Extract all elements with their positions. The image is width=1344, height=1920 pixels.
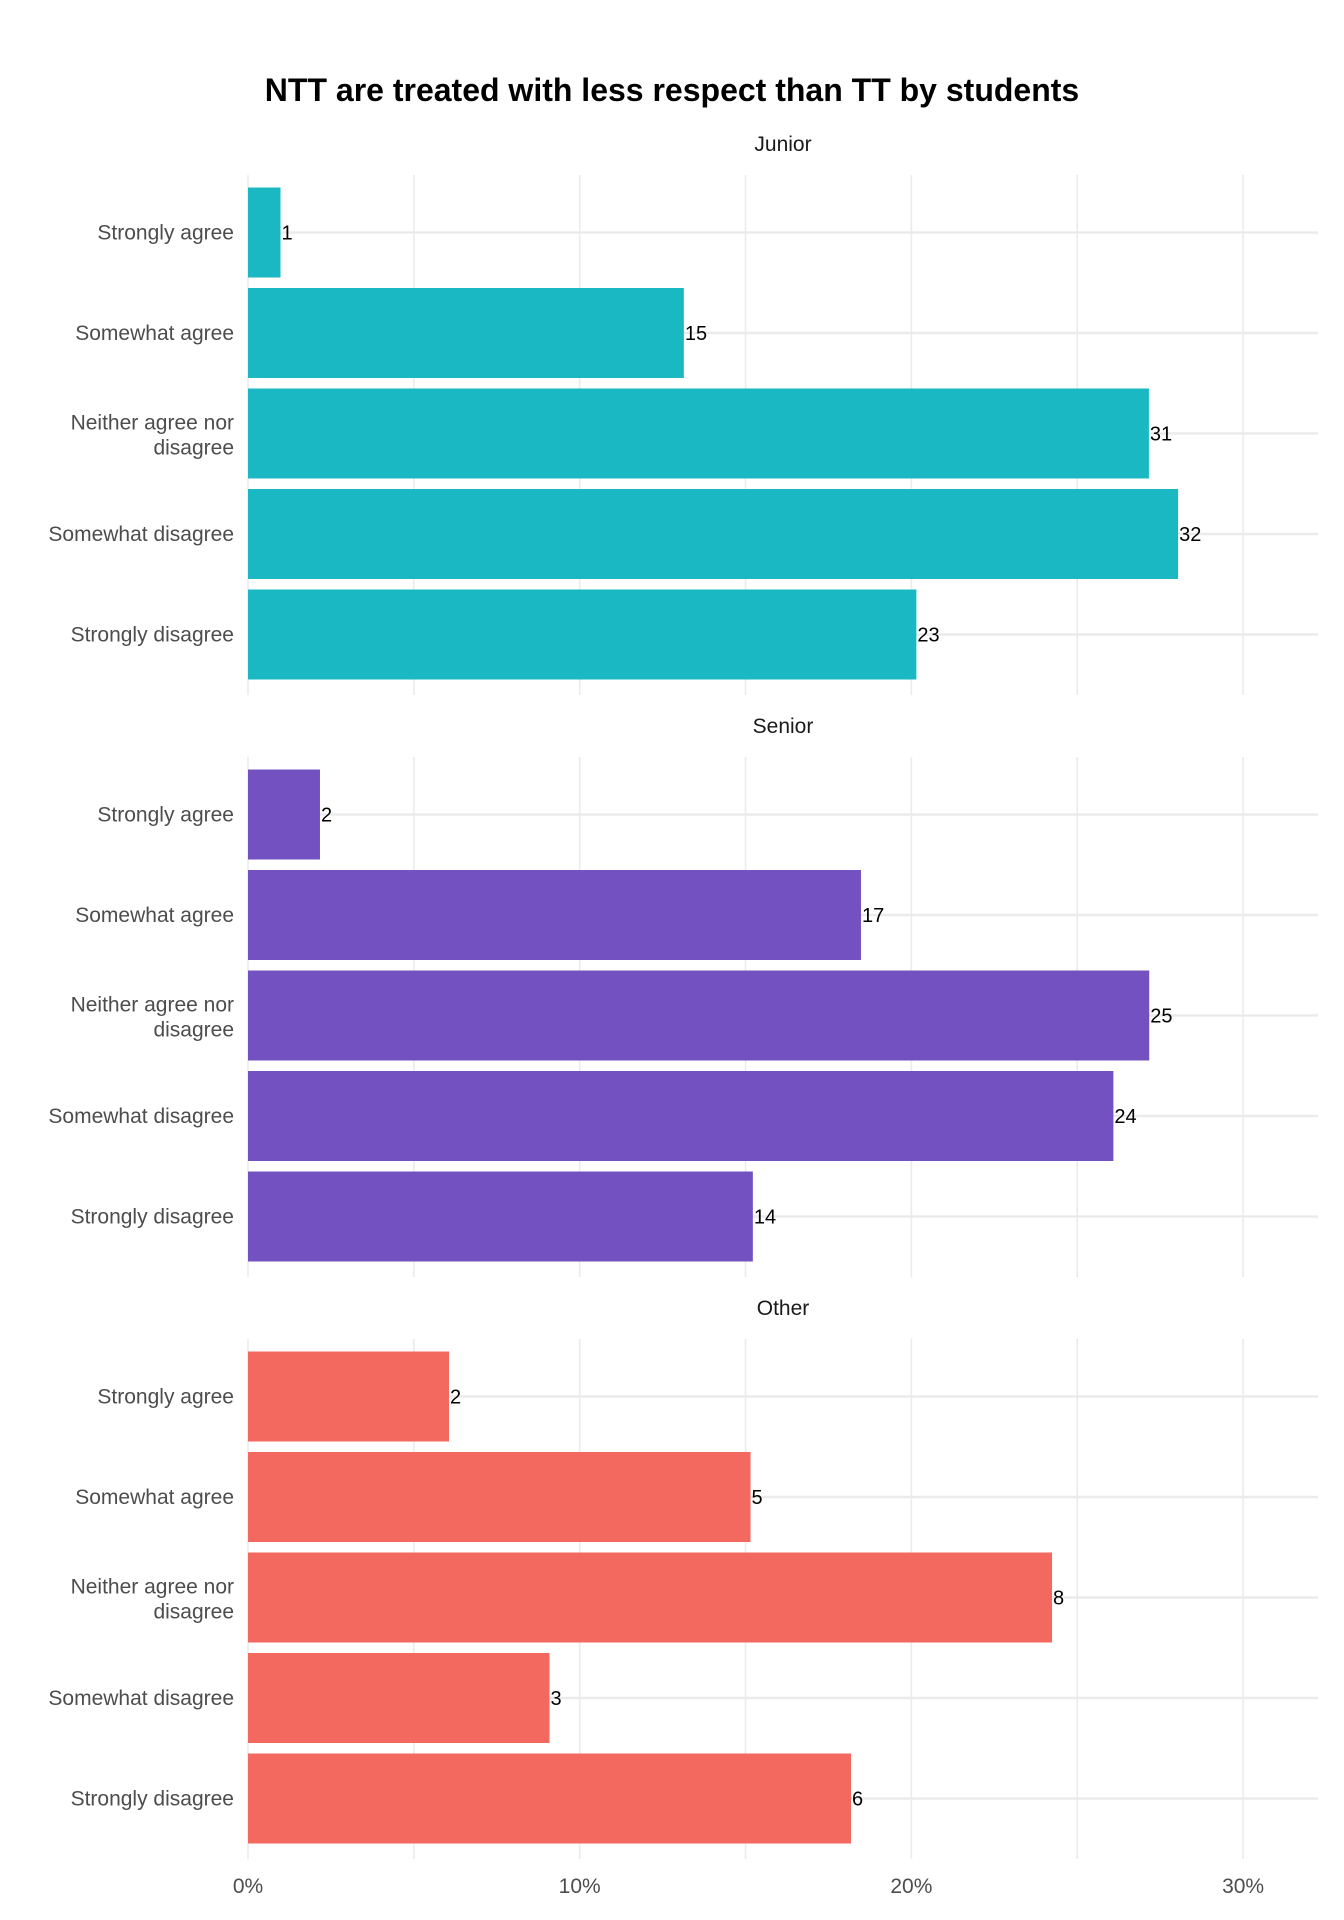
category-label: Strongly disagree	[71, 1788, 234, 1811]
data-label: 17	[862, 905, 884, 927]
bar	[248, 1653, 550, 1743]
bar	[248, 388, 1149, 479]
category-label: Somewhat agree	[75, 1486, 234, 1509]
data-label: 8	[1053, 1588, 1064, 1610]
data-label: 24	[1114, 1106, 1136, 1128]
category-label: Neither agree nor disagree	[71, 994, 234, 1042]
data-label: 5	[752, 1487, 763, 1509]
category-label: Strongly agree	[97, 804, 234, 827]
facet-strip-label-senior: Senior	[753, 715, 814, 738]
x-tick-label: 30%	[1222, 1875, 1264, 1898]
bar	[248, 1452, 751, 1542]
data-label: 6	[852, 1789, 863, 1811]
category-label: Strongly agree	[97, 222, 234, 245]
category-label: Strongly agree	[97, 1386, 234, 1409]
data-label: 14	[754, 1207, 776, 1229]
data-label: 31	[1150, 424, 1172, 446]
bar	[248, 1753, 852, 1844]
category-label: Somewhat disagree	[48, 523, 234, 546]
bar	[248, 1071, 1114, 1161]
bar	[248, 769, 320, 860]
bar	[248, 187, 281, 278]
category-label: Neither agree nor disagree	[71, 412, 234, 460]
data-label: 23	[917, 625, 939, 647]
bar	[248, 489, 1179, 579]
bar	[248, 1552, 1053, 1643]
facet-strip-label-other: Other	[757, 1297, 810, 1320]
bar	[248, 970, 1150, 1061]
bar	[248, 288, 684, 378]
category-label: Somewhat disagree	[48, 1105, 234, 1128]
x-tick-label: 10%	[559, 1875, 601, 1898]
facet-strip-label-junior: Junior	[754, 133, 811, 156]
data-label: 3	[551, 1688, 562, 1710]
category-label: Somewhat disagree	[48, 1687, 234, 1710]
data-label: 2	[450, 1387, 461, 1409]
x-tick-label: 0%	[233, 1875, 263, 1898]
bar	[248, 1171, 753, 1262]
x-tick-label: 20%	[890, 1875, 932, 1898]
data-label: 32	[1179, 524, 1201, 546]
bar	[248, 589, 917, 680]
category-label: Somewhat agree	[75, 322, 234, 345]
category-label: Somewhat agree	[75, 904, 234, 927]
bar	[248, 870, 861, 960]
data-label: 2	[321, 805, 332, 827]
data-label: 25	[1150, 1006, 1172, 1028]
data-label: 15	[685, 323, 707, 345]
category-label: Strongly disagree	[71, 624, 234, 647]
data-label: 1	[282, 223, 293, 245]
category-label: Neither agree nor disagree	[71, 1576, 234, 1624]
chart-title: NTT are treated with less respect than T…	[264, 72, 1080, 108]
category-label: Strongly disagree	[71, 1206, 234, 1229]
bar	[248, 1351, 450, 1442]
